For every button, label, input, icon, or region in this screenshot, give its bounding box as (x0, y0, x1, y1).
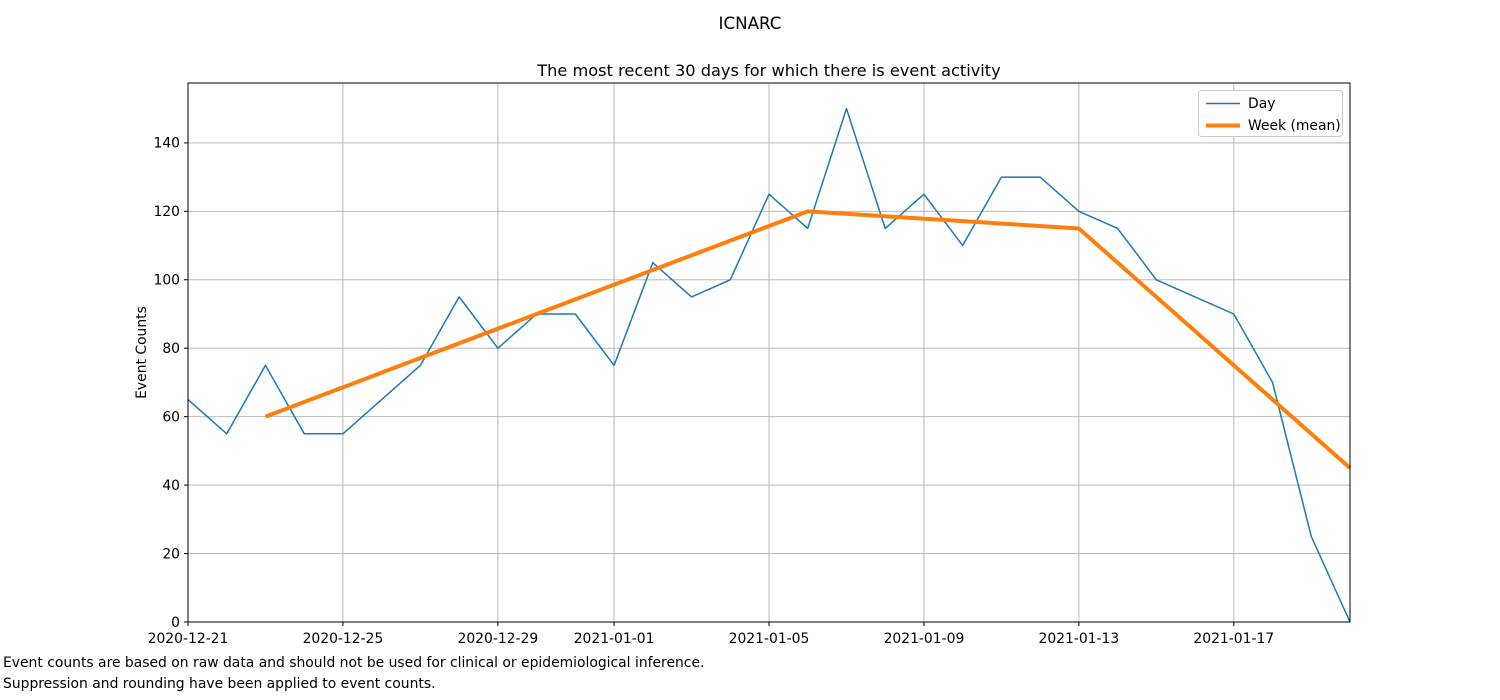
gridlines (187, 83, 1350, 623)
axes-title: The most recent 30 days for which there … (536, 61, 1001, 80)
x-tick-label: 2021-01-09 (884, 631, 965, 647)
x-tick-label: 2021-01-05 (729, 631, 810, 647)
plot-series (187, 107, 1352, 623)
figure-title: ICNARC (719, 13, 782, 33)
legend: Day Week (mean) (1198, 90, 1343, 137)
y-tick-label: 60 (162, 409, 180, 425)
day-line (187, 107, 1351, 623)
y-tick-label: 0 (171, 615, 180, 631)
x-tick-label: 2021-01-01 (574, 631, 655, 647)
x-tick-label: 2020-12-21 (148, 631, 229, 647)
y-axis-label: Event Counts (134, 306, 150, 399)
legend-label-week: Week (mean) (1248, 118, 1341, 134)
y-tick-label: 80 (162, 341, 180, 357)
y-tick-label: 100 (153, 273, 180, 289)
y-tick-label: 20 (162, 546, 180, 562)
footnote-line-2: Suppression and rounding have been appli… (3, 676, 435, 692)
x-tick-label: 2021-01-13 (1038, 631, 1119, 647)
x-tick-label: 2021-01-17 (1193, 631, 1274, 647)
y-tick-label: 140 (153, 136, 180, 152)
y-tick-label: 120 (153, 204, 180, 220)
axis-ticks: 2020-12-21 2020-12-25 2020-12-29 2021-01-01… (148, 136, 1275, 647)
footnote-line-1: Event counts are based on raw data and s… (3, 655, 704, 671)
week-mean-line (264, 209, 1352, 470)
x-tick-label: 2020-12-25 (303, 631, 384, 647)
x-tick-label: 2020-12-29 (457, 631, 538, 647)
legend-label-day: Day (1248, 96, 1275, 112)
y-tick-label: 40 (162, 478, 180, 494)
